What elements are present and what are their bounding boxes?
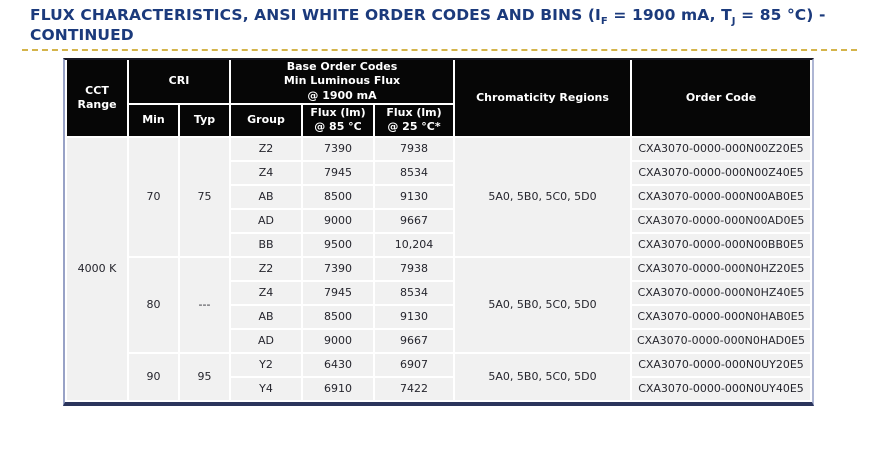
- table-row: AB 8500 9130 CXA3070-0000-000N0HAB0E5: [67, 305, 810, 330]
- cri-typ-cell: 75: [180, 137, 229, 258]
- order-code-cell: CXA3070-0000-000N00Z20E5: [632, 137, 810, 162]
- cri-min-cell: 90: [129, 353, 178, 402]
- group-cell: Z2: [231, 137, 301, 162]
- flux-25-cell: 9130: [375, 305, 453, 330]
- flux-85-cell: 8500: [303, 185, 373, 210]
- header-row-sub: Min Typ Group Flux (lm) @ 85 °C Flux (lm…: [67, 104, 810, 138]
- col-header-chromaticity-regions: Chromaticity Regions: [455, 60, 630, 138]
- group-cell: Z2: [231, 257, 301, 282]
- title-text-3: = 85 °C) -: [735, 6, 826, 24]
- flux-85-cell: 9000: [303, 329, 373, 354]
- flux-25-cell: 7938: [375, 137, 453, 162]
- flux-85-cell: 7390: [303, 137, 373, 162]
- order-code-cell: CXA3070-0000-000N0HZ40E5: [632, 281, 810, 306]
- table-row: Z4 7945 8534 CXA3070-0000-000N0HZ40E5: [67, 281, 810, 306]
- group-cell: Y2: [231, 353, 301, 378]
- cri-min-cell: 70: [129, 137, 178, 258]
- header-row-top: CCT Range CRI Base Order Codes Min Lumin…: [67, 60, 810, 138]
- table-row: 80 --- Z2 7390 7938 5A0, 5B0, 5C0, 5D0 C…: [67, 257, 810, 354]
- table-row: 90 95 Y2 6430 6907 5A0, 5B0, 5C0, 5D0 CX…: [67, 353, 810, 402]
- flux-25-cell: 7422: [375, 377, 453, 402]
- table-row: AD 9000 9667 CXA3070-0000-000N0HAD0E5: [67, 329, 810, 354]
- flux-85-cell: 9500: [303, 233, 373, 258]
- order-code-cell: CXA3070-0000-000N00AD0E5: [632, 209, 810, 234]
- group-cell: AD: [231, 209, 301, 234]
- flux-25-cell: 9667: [375, 329, 453, 354]
- order-code-cell: CXA3070-0000-000N0HZ20E5: [632, 257, 810, 282]
- chromaticity-cell: 5A0, 5B0, 5C0, 5D0: [455, 353, 630, 402]
- chromaticity-cell: 5A0, 5B0, 5C0, 5D0: [455, 257, 630, 354]
- table-row: 4000 K 70 75 Z2 7390 7938 5A0, 5B0, 5C0,…: [67, 137, 810, 402]
- flux-25-cell: 10,204: [375, 233, 453, 258]
- col-header-cct-range: CCT Range: [67, 60, 127, 138]
- order-code-cell: CXA3070-0000-000N00BB0E5: [632, 233, 810, 258]
- group-cell: AD: [231, 329, 301, 354]
- flux-25-cell: 9130: [375, 185, 453, 210]
- flux-85-cell: 7945: [303, 281, 373, 306]
- chromaticity-cell: 5A0, 5B0, 5C0, 5D0: [455, 137, 630, 258]
- group-cell: Z4: [231, 281, 301, 306]
- title-line-2: CONTINUED: [30, 26, 134, 45]
- cct-range-cell: 4000 K: [67, 137, 127, 402]
- table-row: Z4 7945 8534 CXA3070-0000-000N00Z40E5: [67, 161, 810, 186]
- flux-85-cell: 7945: [303, 161, 373, 186]
- table-row: AB 8500 9130 CXA3070-0000-000N00AB0E5: [67, 185, 810, 210]
- title-subscript-f: F: [600, 16, 608, 28]
- flux-25-cell: 6907: [375, 353, 453, 378]
- group-cell: Y4: [231, 377, 301, 402]
- title-text-2: = 1900 mA, T: [607, 6, 732, 24]
- cri-typ-cell: ---: [180, 257, 229, 354]
- col-header-order-code: Order Code: [632, 60, 810, 138]
- order-code-cell: CXA3070-0000-000N0HAB0E5: [632, 305, 810, 330]
- col-header-flux-85: Flux (lm) @ 85 °C: [303, 104, 373, 138]
- col-header-cri-min: Min: [129, 104, 178, 138]
- cri-typ-cell: 95: [180, 353, 229, 402]
- table-header: CCT Range CRI Base Order Codes Min Lumin…: [67, 60, 810, 138]
- flux-25-cell: 7938: [375, 257, 453, 282]
- col-header-base-order-codes: Base Order Codes Min Luminous Flux @ 190…: [231, 60, 453, 105]
- page-title: FLUX CHARACTERISTICS, ANSI WHITE ORDER C…: [30, 5, 845, 46]
- col-header-flux-25: Flux (lm) @ 25 °C*: [375, 104, 453, 138]
- group-cell: AB: [231, 185, 301, 210]
- flux-25-cell: 8534: [375, 161, 453, 186]
- flux-25-cell: 8534: [375, 281, 453, 306]
- flux-25-cell: 9667: [375, 209, 453, 234]
- flux-characteristics-table: CCT Range CRI Base Order Codes Min Lumin…: [65, 60, 812, 402]
- group-cell: AB: [231, 305, 301, 330]
- order-code-cell: CXA3070-0000-000N00Z40E5: [632, 161, 810, 186]
- table-row: Y4 6910 7422 CXA3070-0000-000N0UY40E5: [67, 377, 810, 402]
- flux-85-cell: 8500: [303, 305, 373, 330]
- table-row: BB 9500 10,204 CXA3070-0000-000N00BB0E5: [67, 233, 810, 258]
- title-subscript-j: J: [731, 16, 736, 28]
- flux-85-cell: 6430: [303, 353, 373, 378]
- table-body: 4000 K 70 75 Z2 7390 7938 5A0, 5B0, 5C0,…: [67, 137, 810, 402]
- gold-dashed-divider: [22, 49, 857, 51]
- group-cell: Z4: [231, 161, 301, 186]
- title-text-1: FLUX CHARACTERISTICS, ANSI WHITE ORDER C…: [30, 6, 601, 24]
- flux-85-cell: 7390: [303, 257, 373, 282]
- flux-85-cell: 6910: [303, 377, 373, 402]
- col-header-group: Group: [231, 104, 301, 138]
- col-header-cri-typ: Typ: [180, 104, 229, 138]
- order-code-cell: CXA3070-0000-000N0UY20E5: [632, 353, 810, 378]
- col-header-cri: CRI: [129, 60, 229, 105]
- cri-min-cell: 80: [129, 257, 178, 354]
- order-code-cell: CXA3070-0000-000N00AB0E5: [632, 185, 810, 210]
- order-code-cell: CXA3070-0000-000N0UY40E5: [632, 377, 810, 402]
- flux-table-border: CCT Range CRI Base Order Codes Min Lumin…: [63, 58, 814, 406]
- group-cell: BB: [231, 233, 301, 258]
- table-row: AD 9000 9667 CXA3070-0000-000N00AD0E5: [67, 209, 810, 234]
- order-code-cell: CXA3070-0000-000N0HAD0E5: [632, 329, 810, 354]
- flux-85-cell: 9000: [303, 209, 373, 234]
